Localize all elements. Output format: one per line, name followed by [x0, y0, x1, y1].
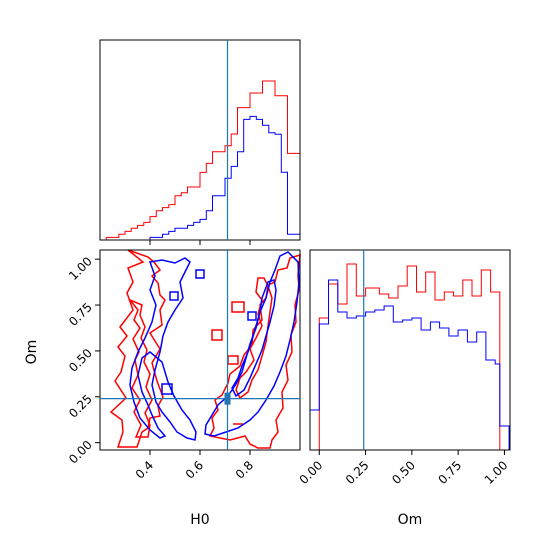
contour-blue-left — [129, 257, 197, 441]
contour-frame — [99, 249, 301, 451]
hist-Om-panel — [309, 263, 510, 451]
contour-xtick-label-0: 0.4 — [133, 458, 156, 481]
xlabel-contour: H0 — [190, 512, 209, 528]
contour-ytick-label-4: 1.00 — [66, 254, 95, 283]
hist-Om-xtick-label-4: 1.00 — [482, 458, 511, 487]
contour-ytick-label-0: 0.00 — [66, 438, 95, 467]
hist-Om-xtick-label-2: 0.50 — [389, 458, 418, 487]
hist-H0-series-1-step — [100, 115, 301, 241]
contour-ytick-label-2: 0.50 — [66, 346, 95, 375]
contour-blue-inner — [231, 279, 277, 398]
contour-blue-spot-4 — [247, 311, 257, 321]
contour-red-spot-4 — [227, 355, 239, 365]
contour-red-outer — [109, 249, 166, 448]
hist-Om-frame — [309, 249, 511, 451]
contour-xtick-label-2: 0.8 — [233, 458, 256, 481]
xlabel-hist-Om: Om — [398, 512, 423, 528]
contour-red-spot-2 — [211, 329, 223, 341]
contour-red-outer-right — [208, 253, 301, 449]
hist-Om-xtick-label-1: 0.25 — [343, 458, 372, 487]
truth-marker — [224, 392, 231, 405]
contour-series-a-red — [109, 249, 301, 449]
hist-H0-frame — [99, 39, 301, 241]
hist-Om-xtick-label-3: 0.75 — [435, 458, 464, 487]
contour-ytick-label-3: 0.75 — [66, 300, 95, 329]
contour-H0-Om-panel — [109, 249, 301, 449]
contour-xtick-label-1: 0.6 — [183, 458, 206, 481]
contour-blue-spot-1 — [195, 269, 205, 279]
contour-ytick-label-1: 0.25 — [66, 392, 95, 421]
contour-red-inner-right — [235, 277, 273, 400]
hist-Om-xtick-label-0: 0.00 — [297, 458, 326, 487]
contour-blue-spot-3 — [161, 383, 173, 395]
hist-H0-series-0-step — [100, 80, 301, 241]
contour-red-inner-left — [129, 299, 153, 438]
contour-red-spot-1 — [231, 301, 245, 313]
hist-Om-series-0-step — [310, 263, 510, 451]
ylabel-contour: Om — [24, 340, 40, 365]
contour-blue-spot-2 — [169, 291, 179, 301]
truth-overlay — [100, 40, 365, 450]
hist-Om-series-1-step — [309, 279, 510, 450]
hist-H0-panel — [100, 80, 301, 241]
contour-series-b-blue — [129, 251, 300, 441]
